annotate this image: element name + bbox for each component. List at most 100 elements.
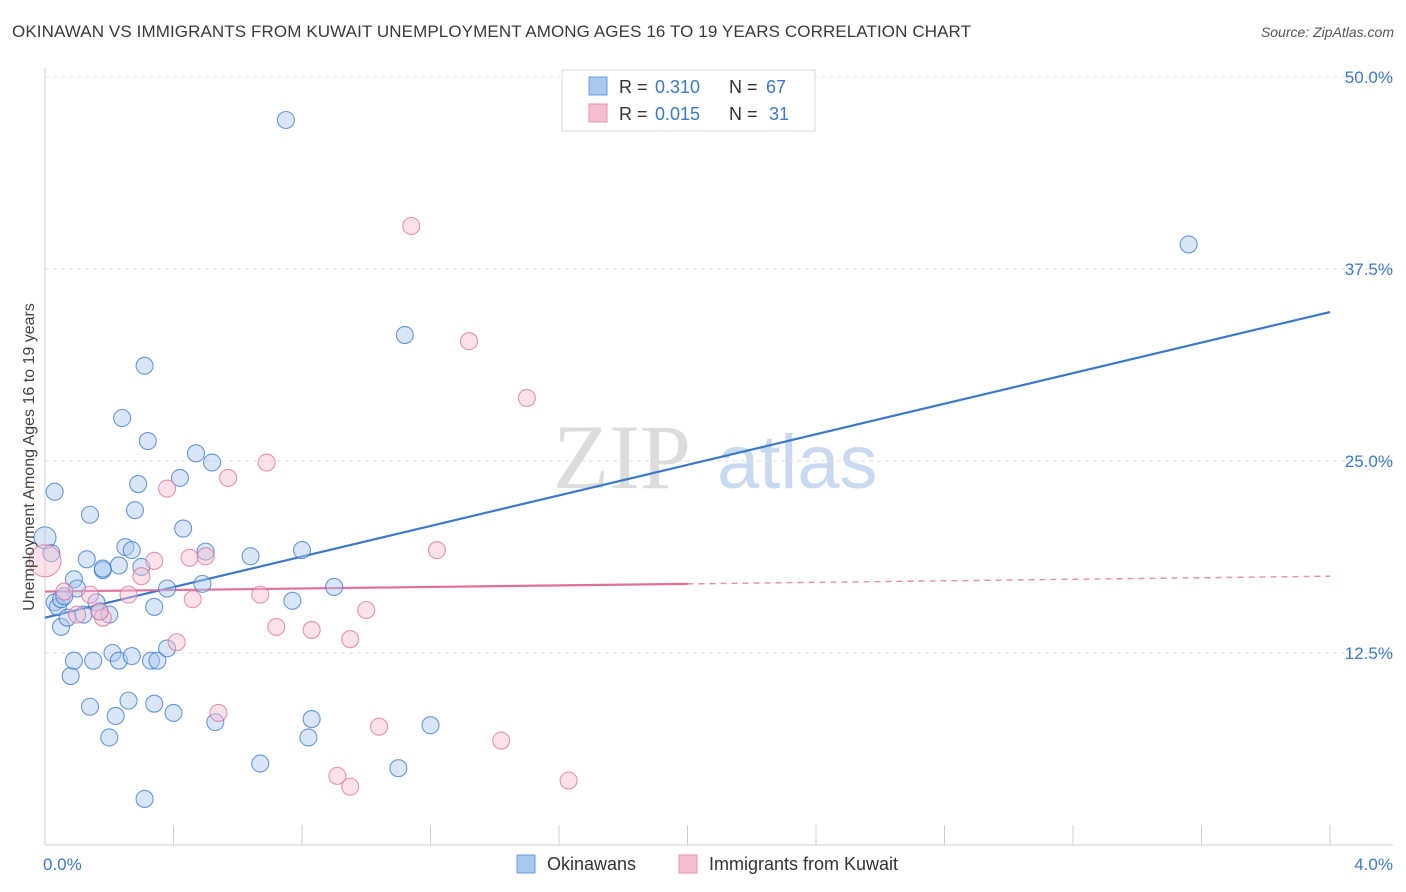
point-okinawans-57 (292, 541, 312, 560)
point-okinawans-25 (106, 706, 125, 726)
point-okinawans-43 (158, 579, 177, 598)
point-okinawans-33 (125, 501, 144, 520)
point-kuwait-12 (196, 547, 215, 566)
point-kuwait-24 (402, 216, 421, 236)
legend-r-label-okinawans: R = (619, 77, 648, 97)
watermark-atlas: atlas (717, 420, 878, 505)
point-kuwait-1 (55, 582, 74, 601)
point-okinawans-28 (113, 408, 132, 428)
point-kuwait-2 (68, 605, 87, 624)
point-okinawans-46 (170, 468, 189, 487)
point-okinawans-30 (119, 691, 138, 710)
point-kuwait-16 (257, 453, 276, 472)
legend-n-value-kuwait: 31 (769, 104, 789, 124)
gridlines (45, 76, 1393, 654)
point-okinawans-11 (64, 651, 83, 670)
point-kuwait-11 (183, 590, 202, 609)
legend-r-label-kuwait: R = (619, 104, 648, 124)
point-okinawans-23 (100, 728, 119, 747)
point-okinawans-34 (129, 474, 148, 494)
legend-n-label-kuwait: N = (729, 104, 758, 124)
point-okinawans-54 (251, 754, 270, 773)
point-kuwait-3 (80, 585, 100, 604)
x-ticks (44, 825, 1331, 845)
point-okinawans-56 (283, 591, 302, 610)
point-kuwait-23 (370, 717, 389, 736)
point-okinawans-21 (93, 559, 112, 578)
point-kuwait-9 (167, 633, 186, 652)
series-legend: Okinawans Immigrants from Kuwait (516, 854, 898, 874)
legend-swatch-kuwait-bottom (678, 854, 698, 874)
point-okinawans-62 (395, 325, 414, 345)
point-kuwait-28 (517, 388, 536, 408)
point-kuwait-18 (302, 620, 321, 640)
point-kuwait-6 (132, 567, 151, 586)
point-okinawans-40 (145, 694, 164, 713)
point-okinawans-41 (145, 597, 164, 616)
point-okinawans-0 (33, 526, 57, 550)
point-okinawans-36 (135, 356, 154, 375)
legend-n-value-okinawans: 67 (766, 77, 786, 97)
point-kuwait-7 (145, 551, 164, 570)
legend-swatch-kuwait (588, 103, 608, 123)
legend-label-okinawans: Okinawans (547, 854, 636, 874)
point-kuwait-22 (357, 600, 376, 620)
point-kuwait-13 (209, 703, 228, 722)
legend-r-value-kuwait: 0.015 (655, 104, 700, 124)
point-kuwait-14 (219, 468, 238, 487)
y-tick-label-0: 12.5% (1345, 644, 1393, 663)
trend-line-0 (44, 310, 1331, 619)
y-axis-label: Unemployment Among Ages 16 to 19 years (21, 303, 38, 611)
watermark: ZIP atlas (553, 406, 878, 508)
point-okinawans-39 (141, 651, 161, 670)
legend-r-value-okinawans: 0.310 (655, 77, 700, 97)
trend-lines (44, 310, 1331, 619)
point-kuwait-30 (90, 602, 109, 621)
point-kuwait-17 (267, 617, 286, 636)
point-kuwait-19 (328, 766, 347, 785)
y-tick-labels: 12.5% 25.0% 37.5% 50.0% (1345, 68, 1393, 663)
point-okinawans-59 (302, 709, 321, 729)
trend-line-dashed-1 (687, 575, 1331, 585)
trend-line-1 (44, 582, 688, 593)
x-tick-label-left: 0.0% (43, 855, 82, 874)
point-okinawans-44 (158, 639, 177, 658)
legend-n-label-okinawans: N = (729, 77, 758, 97)
point-okinawans-63 (421, 716, 440, 735)
point-kuwait-21 (341, 630, 360, 649)
x-tick-label-right: 4.0% (1354, 855, 1393, 874)
point-okinawans-17 (84, 651, 103, 670)
chart-source: Source: ZipAtlas.com (1260, 24, 1394, 40)
point-okinawans-27 (109, 556, 128, 575)
point-okinawans-2 (45, 482, 64, 501)
point-okinawans-61 (389, 759, 408, 778)
correlation-legend: R = 0.310 N = 67 R = 0.015 N = 31 (561, 69, 816, 132)
point-kuwait-20 (341, 777, 360, 796)
point-okinawans-45 (164, 703, 183, 722)
legend-swatch-okinawans-bottom (516, 854, 536, 874)
y-tick-label-1: 25.0% (1345, 452, 1393, 471)
point-okinawans-58 (299, 728, 318, 747)
point-okinawans-42 (148, 651, 167, 670)
point-kuwait-26 (459, 332, 479, 351)
point-okinawans-55 (276, 110, 295, 130)
y-tick-label-3: 50.0% (1345, 68, 1393, 87)
legend-swatch-okinawans (588, 76, 608, 96)
point-okinawans-15 (80, 505, 100, 524)
y-tick-label-2: 37.5% (1345, 260, 1393, 279)
point-okinawans-60 (325, 577, 344, 597)
point-okinawans-31 (122, 647, 141, 666)
point-okinawans-38 (138, 431, 157, 451)
point-okinawans-37 (135, 789, 154, 808)
point-okinawans-51 (203, 453, 222, 472)
point-kuwait-10 (180, 548, 199, 567)
point-kuwait-8 (158, 479, 177, 498)
point-okinawans-49 (193, 574, 212, 593)
point-okinawans-53 (241, 547, 260, 566)
point-kuwait-29 (559, 771, 578, 790)
point-kuwait-27 (492, 731, 511, 750)
point-kuwait-15 (251, 585, 270, 604)
point-okinawans-48 (186, 444, 206, 463)
point-okinawans-47 (174, 519, 193, 538)
